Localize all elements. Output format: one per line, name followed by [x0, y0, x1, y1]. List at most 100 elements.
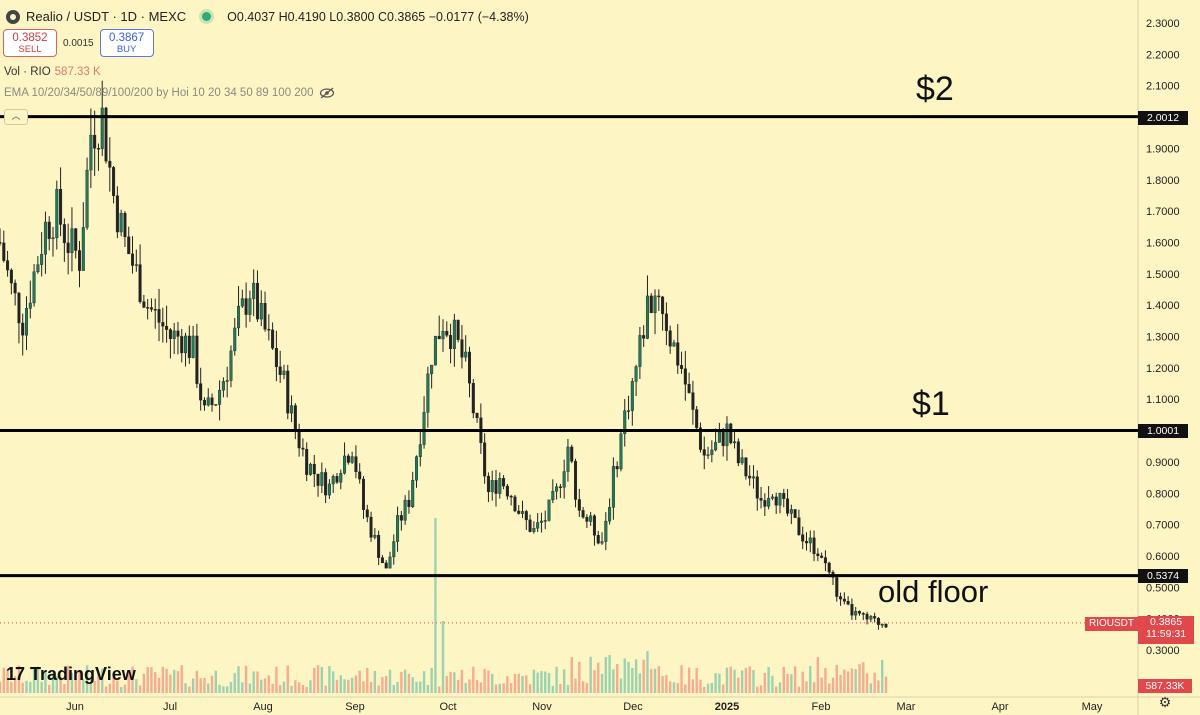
candle-body: [589, 515, 593, 522]
eye-hidden-icon[interactable]: [319, 87, 335, 99]
buy-button[interactable]: 0.3867 BUY: [99, 29, 154, 57]
candle-body: [377, 534, 381, 558]
tradingview-text: TradingView: [30, 664, 136, 684]
volume-bar: [835, 664, 838, 693]
candle-body: [320, 472, 324, 486]
volume-bar: [627, 661, 630, 693]
x-tick-label: Sep: [345, 701, 365, 713]
candle-body: [797, 517, 801, 535]
volume-bar: [267, 675, 271, 693]
candle-body: [710, 449, 714, 455]
x-tick-label: Aug: [253, 701, 273, 713]
candle-body: [574, 461, 578, 500]
volume-bar: [884, 676, 888, 693]
volume-bar: [487, 670, 490, 693]
volume-bar: [55, 676, 58, 693]
candle-body: [528, 519, 532, 532]
candle-body: [782, 492, 786, 499]
candle-body: [577, 499, 581, 511]
candle-body: [823, 557, 827, 564]
volume-bar: [828, 683, 831, 693]
candle-body: [62, 224, 66, 244]
candle-body: [214, 404, 218, 406]
candle-body: [483, 442, 487, 477]
x-tick-label: 2025: [715, 701, 739, 713]
candle-body: [290, 405, 294, 414]
volume-bar: [97, 671, 100, 693]
candle-body: [865, 613, 869, 620]
volume-bar: [422, 671, 426, 693]
candle-body: [592, 515, 596, 536]
tradingview-logo[interactable]: 17 TradingView: [6, 664, 136, 685]
ema-legend[interactable]: EMA 10/20/34/50/89/100/200 by Hoi 10 20 …: [4, 87, 335, 99]
candle-body: [138, 264, 142, 302]
symbol-header: Realio / USDT · 1D · MEXC O0.4037 H0.419…: [6, 9, 529, 24]
volume-bar: [116, 680, 119, 693]
candle-body: [206, 397, 210, 406]
volume-bar: [555, 666, 558, 693]
candle-body: [180, 336, 184, 354]
volume-legend[interactable]: Vol · RIO 587.33 K: [4, 66, 101, 78]
symbol-title[interactable]: Realio / USDT · 1D · MEXC: [26, 9, 187, 24]
volume-bar: [263, 678, 267, 693]
candle-body: [630, 381, 634, 411]
candle-body: [74, 228, 78, 251]
candle-body: [426, 373, 430, 413]
candle-body: [85, 169, 89, 228]
settings-icon[interactable]: ⚙: [1158, 694, 1172, 710]
candle-body: [237, 305, 241, 329]
candle-body: [627, 410, 631, 412]
candle-body: [521, 511, 525, 514]
tradingview-mark: 17: [6, 664, 25, 684]
volume-bar: [740, 670, 744, 693]
y-tick-label: 2.1000: [1146, 81, 1180, 93]
candle-body: [89, 134, 93, 171]
volume-bar: [123, 684, 127, 693]
candle-body: [414, 456, 418, 481]
volume-bar: [786, 673, 789, 693]
volume-bar: [85, 665, 89, 693]
candle-body: [343, 455, 347, 474]
candle-body: [869, 616, 873, 620]
collapse-icon[interactable]: ︿: [4, 109, 28, 125]
candle-body: [40, 254, 44, 265]
candle-body: [210, 397, 214, 406]
candle-body: [816, 553, 820, 557]
volume-bar: [585, 682, 589, 693]
volume-bar: [362, 681, 365, 693]
candle-body: [134, 264, 138, 266]
candle-body: [115, 195, 119, 233]
candle-body: [119, 213, 123, 233]
volume-bar: [297, 682, 301, 693]
candle-body: [0, 242, 2, 244]
candle-body: [66, 242, 70, 254]
candle-body: [839, 596, 843, 600]
candle-body: [297, 431, 301, 449]
volume-bar: [275, 666, 278, 693]
candle-body: [350, 456, 354, 463]
candle-body: [358, 471, 362, 480]
candle-body: [13, 282, 17, 294]
volume-bar: [574, 678, 577, 693]
volume-bar: [846, 671, 850, 693]
candle-body: [846, 601, 850, 605]
volume-bar: [434, 518, 437, 693]
x-tick-label: Jun: [66, 701, 84, 713]
volume-bar: [790, 674, 793, 693]
volume-bar: [650, 669, 653, 693]
volume-bar: [642, 659, 645, 693]
candle-body: [721, 431, 725, 447]
candle-body: [157, 309, 161, 323]
y-tick-label: 1.7000: [1146, 206, 1180, 218]
volume-bar: [403, 669, 407, 693]
candle-body: [195, 335, 199, 384]
sell-button[interactable]: 0.3852 SELL: [3, 29, 57, 57]
volume-bar: [615, 663, 619, 693]
volume-bar: [865, 673, 869, 693]
volume-bar: [600, 673, 604, 693]
volume-bar: [676, 683, 679, 693]
candle-body: [286, 370, 290, 414]
volume-bar: [161, 666, 165, 693]
candle-body: [676, 342, 680, 366]
